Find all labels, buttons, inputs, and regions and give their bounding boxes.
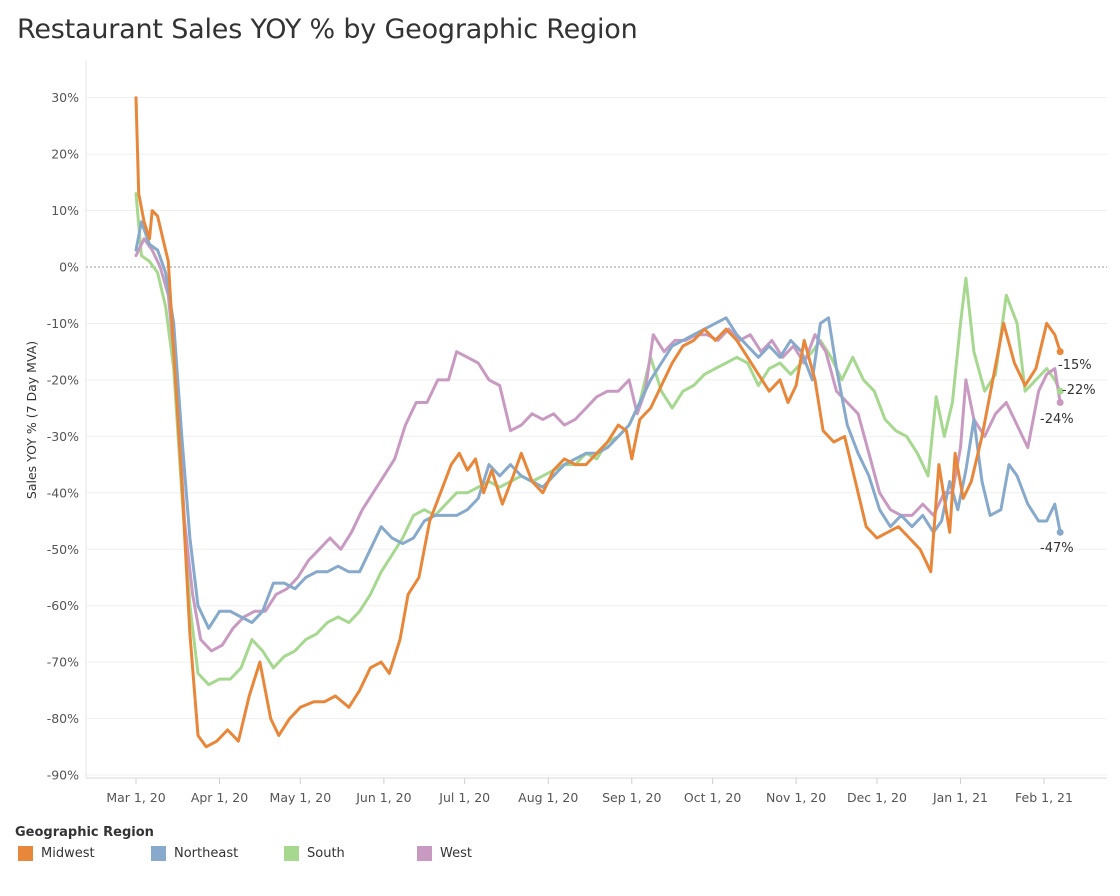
legend-item-west[interactable]: West [417, 846, 472, 861]
series-line-midwest [134, 96, 1062, 749]
x-tick-label: Dec 1, 20 [847, 790, 907, 805]
legend-swatch-south [284, 846, 299, 861]
y-tick-label: -50% [47, 542, 79, 557]
x-tick-label: Jan 1, 21 [932, 790, 988, 805]
series-end-markers: -15% -47% -22% -24% [1040, 348, 1096, 556]
axes [85, 60, 1107, 784]
y-tick-label: -20% [47, 372, 79, 387]
y-tick-labels: 30% 20% 10% 0% -10% -20% -30% -40% -50% -60% -70% -… [47, 90, 79, 782]
x-tick-label: Oct 1, 20 [684, 790, 741, 805]
legend-item-midwest[interactable]: Midwest [18, 846, 95, 861]
y-tick-label: -40% [47, 485, 79, 500]
x-tick-label: Apr 1, 20 [191, 790, 248, 805]
legend-title: Geographic Region [15, 825, 154, 840]
legend-label: Midwest [41, 846, 95, 861]
y-tick-label: 20% [51, 147, 79, 162]
y-tick-label: -60% [47, 598, 79, 613]
legend-item-south[interactable]: South [284, 846, 345, 861]
x-tick-label: Sep 1, 20 [602, 790, 661, 805]
series-lines [134, 96, 1062, 749]
end-marker-northeast [1056, 528, 1064, 536]
end-marker-south [1056, 387, 1064, 395]
series-line-west [134, 237, 1062, 653]
x-tick-label: Nov 1, 20 [766, 790, 826, 805]
legend-item-northeast[interactable]: Northeast [151, 846, 238, 861]
legend: Geographic Region Midwest Northeast Sout… [15, 825, 472, 861]
end-marker-midwest [1056, 348, 1064, 356]
legend-label: West [440, 846, 472, 861]
x-tick-label: Mar 1, 20 [106, 790, 165, 805]
y-tick-label: 10% [51, 203, 79, 218]
legend-swatch-midwest [18, 846, 33, 861]
y-tick-label: -80% [47, 711, 79, 726]
x-tick-label: Jul 1, 20 [438, 790, 490, 805]
y-tick-label: 0% [59, 260, 79, 275]
legend-swatch-west [417, 846, 432, 861]
x-tick-label: Jun 1, 20 [355, 790, 411, 805]
end-label-south: -22% [1062, 383, 1096, 398]
y-tick-label: -10% [47, 316, 79, 331]
x-tick-label: Feb 1, 21 [1015, 790, 1073, 805]
end-marker-west [1056, 398, 1064, 406]
y-tick-label: -30% [47, 429, 79, 444]
x-tick-labels: Mar 1, 20 Apr 1, 20 May 1, 20 Jun 1, 20 Jul … [106, 790, 1073, 805]
y-axis-label: Sales YOY % (7 Day MVA) [24, 341, 39, 499]
end-label-west: -24% [1040, 412, 1074, 427]
end-label-northeast: -47% [1040, 541, 1074, 556]
x-tick-label: Aug 1, 20 [518, 790, 578, 805]
chart-title: Restaurant Sales YOY % by Geographic Reg… [17, 14, 638, 45]
y-tick-label: 30% [51, 90, 79, 105]
legend-label: South [307, 846, 345, 861]
y-tick-label: -90% [47, 768, 79, 783]
legend-swatch-northeast [151, 846, 166, 861]
y-tick-label: -70% [47, 655, 79, 670]
end-label-midwest: -15% [1058, 358, 1092, 373]
x-tick-label: May 1, 20 [270, 790, 332, 805]
series-line-northeast [134, 220, 1062, 630]
legend-label: Northeast [174, 846, 239, 861]
gridlines [86, 97, 1107, 776]
